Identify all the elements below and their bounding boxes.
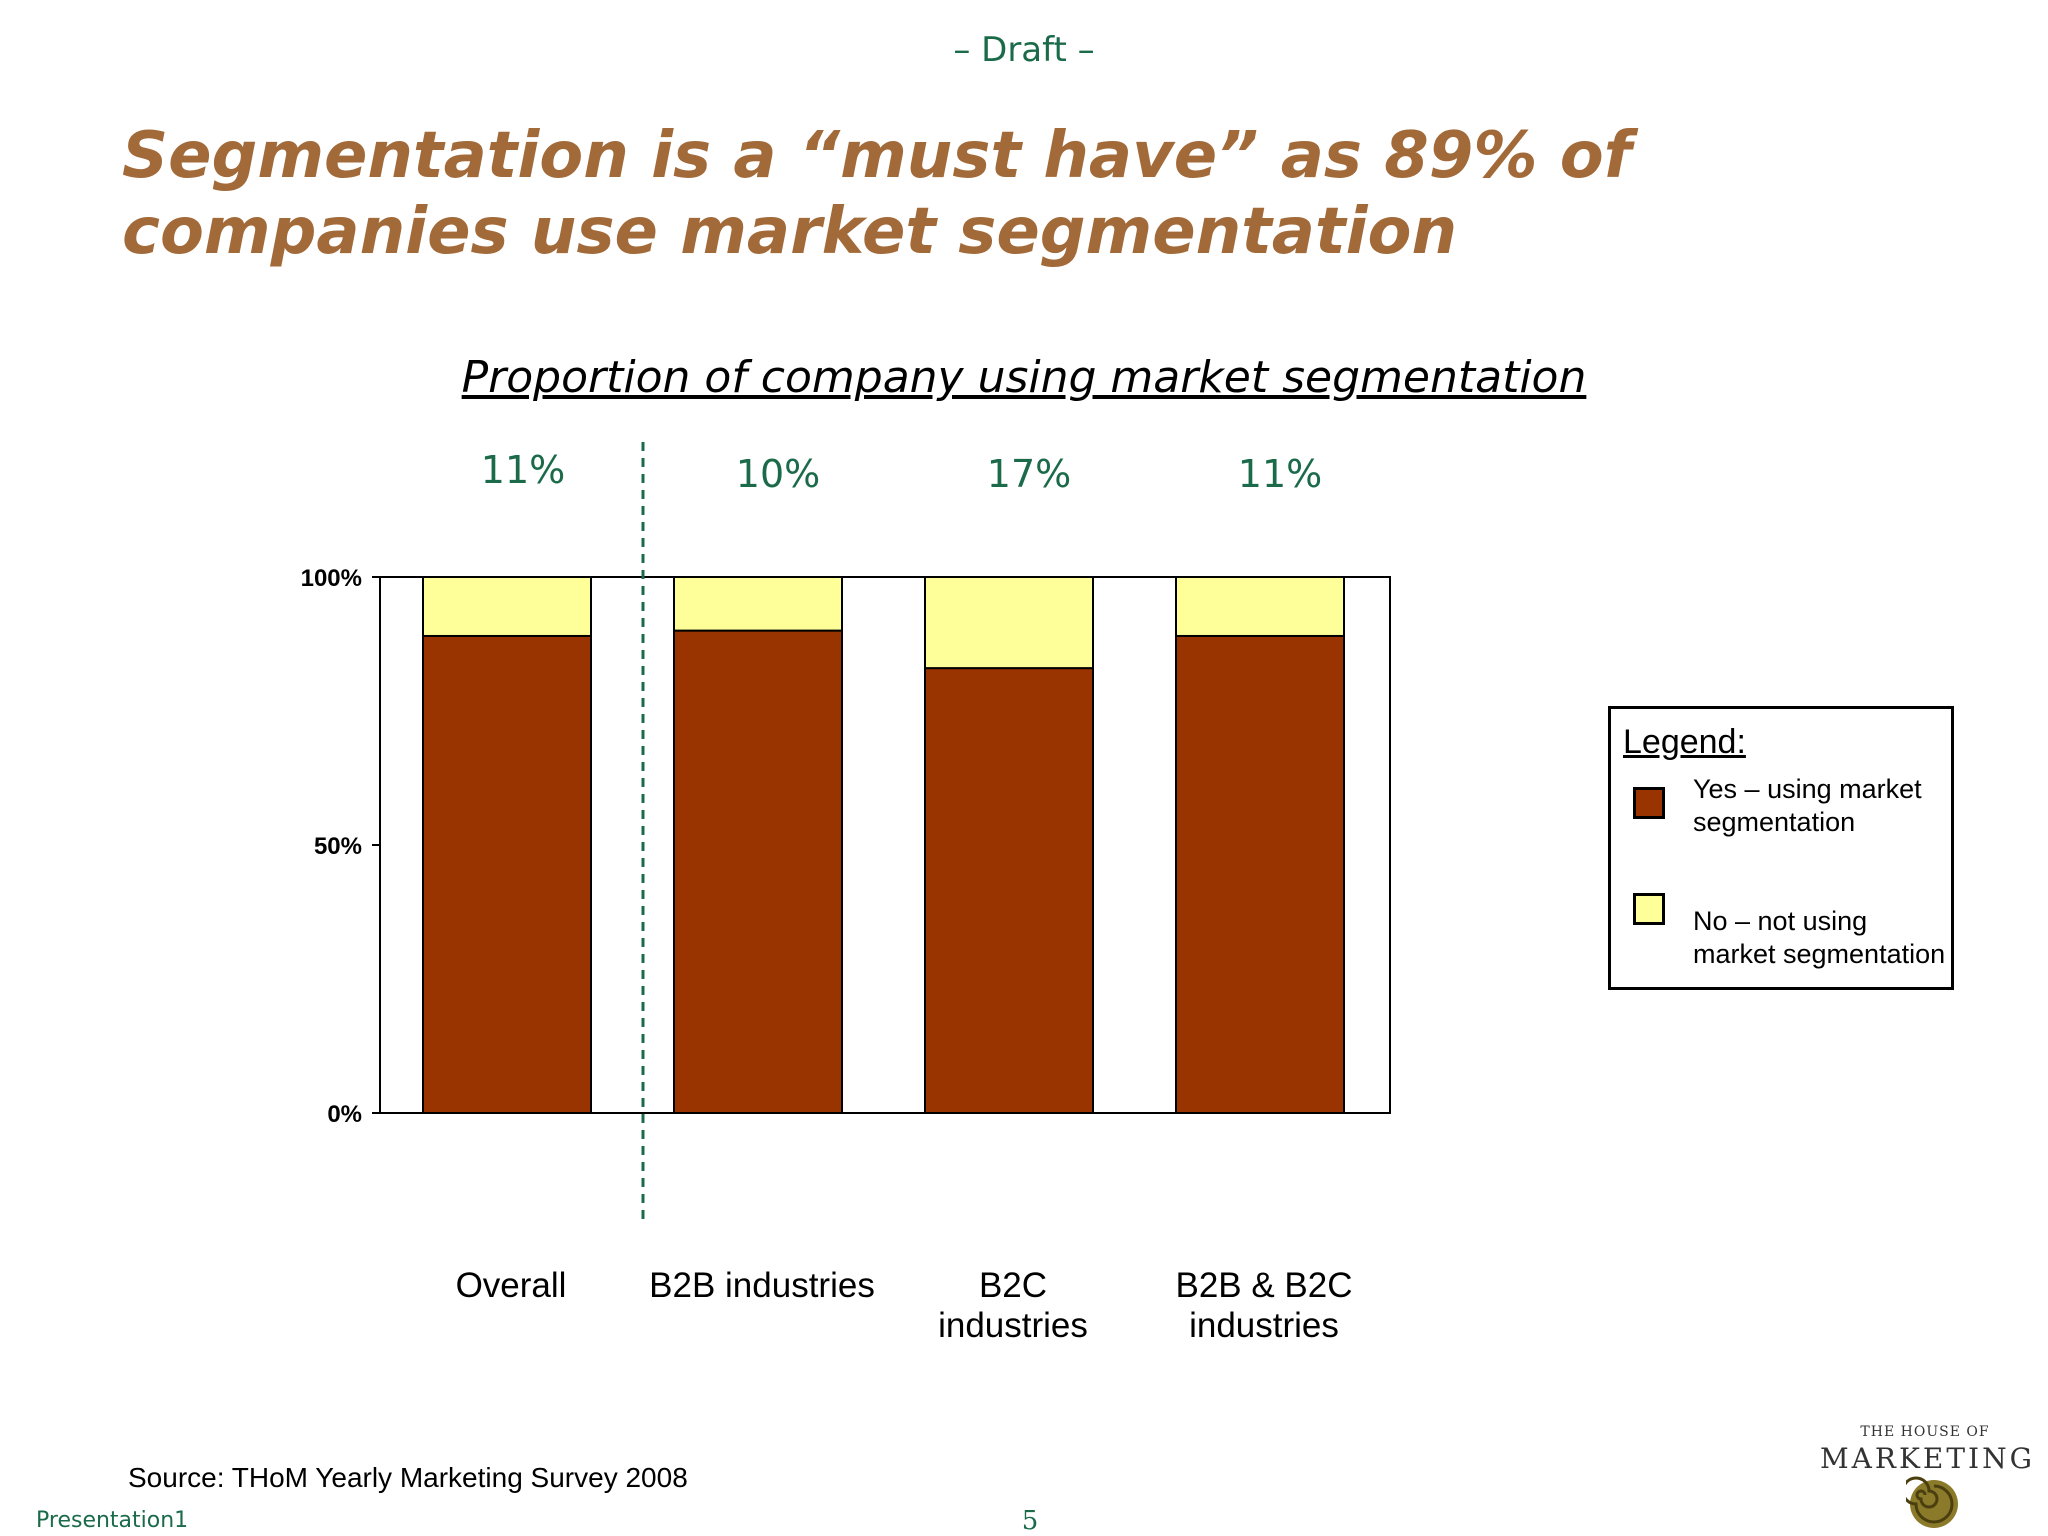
y-tick-label-2: 100% — [301, 565, 362, 592]
source-note: Source: THoM Yearly Marketing Survey 200… — [128, 1462, 688, 1493]
file-name: Presentation1 — [36, 1508, 189, 1533]
bar-1-series-1 — [673, 576, 843, 632]
snail-shell-icon — [1906, 1476, 1958, 1528]
page-number: 5 — [1021, 1506, 1039, 1536]
legend-label-no: No – not using market segmentation — [1693, 905, 1963, 971]
y-tick-label-0: 0% — [327, 1101, 362, 1128]
bar-0-series-0 — [422, 634, 592, 1115]
legend-label-no-line2: market segmentation — [1693, 939, 1946, 969]
logo-main-line: MARKETING — [1820, 1442, 2035, 1475]
bar-top-label-3: 11% — [1238, 452, 1322, 496]
chart-title: Proportion of company using market segme… — [461, 352, 1587, 403]
legend-label-no-line1: No – not using — [1693, 906, 1868, 936]
bar-3-series-0 — [1175, 634, 1345, 1115]
legend-label-yes: Yes – using market segmentation — [1693, 773, 1963, 839]
y-tick-label-1: 50% — [314, 833, 362, 860]
company-logo: THE HOUSE OF MARKETING — [1820, 1424, 2035, 1534]
category-label-0-line-0: Overall — [456, 1266, 567, 1305]
category-label-2-line-0: B2C — [979, 1266, 1047, 1305]
legend-label-yes-line1: Yes – using market — [1693, 774, 1922, 804]
logo-top-line: THE HOUSE OF — [1860, 1424, 1990, 1440]
bar-2-series-1 — [924, 576, 1094, 670]
category-label-3-line-1: industries — [1189, 1306, 1339, 1345]
bar-3-series-1 — [1175, 576, 1345, 637]
legend-title: Legend: — [1623, 723, 1746, 761]
legend-label-yes-line2: segmentation — [1693, 807, 1856, 837]
category-label-3-line-0: B2B & B2C — [1175, 1266, 1352, 1305]
bar-2-series-0 — [924, 667, 1094, 1114]
bar-1-series-0 — [673, 629, 843, 1114]
bar-top-label-1: 10% — [736, 452, 820, 496]
chart-legend: Legend: Yes – using market segmentation … — [1608, 706, 1954, 990]
legend-swatch-no — [1633, 893, 1665, 925]
bar-0-series-1 — [422, 576, 592, 637]
bar-top-label-2: 17% — [987, 452, 1071, 496]
slide-title: Segmentation is a “must have” as 89% of … — [122, 119, 1632, 269]
category-label-2-line-1: industries — [938, 1306, 1088, 1345]
bar-top-label-0: 11% — [481, 448, 565, 492]
draft-label: – Draft – — [953, 30, 1095, 70]
category-label-1-line-0: B2B industries — [649, 1266, 875, 1305]
legend-swatch-yes — [1633, 787, 1665, 819]
